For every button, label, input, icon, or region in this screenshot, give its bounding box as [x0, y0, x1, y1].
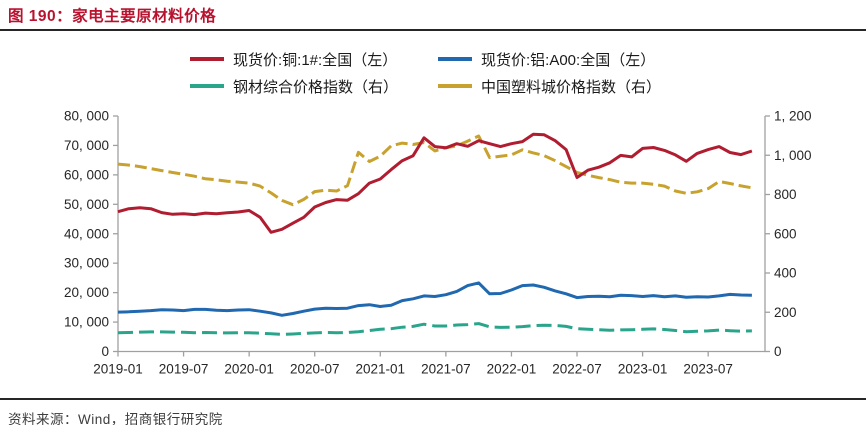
legend-label-copper: 现货价:铜:1#:全国（左）	[233, 51, 398, 69]
y-left-tick-label: 70, 000	[64, 138, 109, 153]
x-tick-label: 2020-07	[290, 362, 340, 377]
x-tick-label: 2019-07	[159, 362, 209, 377]
title-divider	[0, 29, 866, 31]
y-left-tick-label: 40, 000	[64, 226, 109, 241]
x-tick-label: 2022-07	[552, 362, 602, 377]
y-left-tick-label: 0	[101, 344, 109, 359]
copper-line-swatch	[190, 57, 224, 61]
chart-legend: 现货价:铜:1#:全国（左） 现货价:铝:A00:全国（左） 钢材综合价格指数（…	[0, 46, 866, 99]
y-left-tick-label: 20, 000	[64, 285, 109, 300]
x-tick-label: 2019-01	[93, 362, 143, 377]
plastic-index-line-swatch	[438, 84, 472, 88]
figure-title: 图 190：家电主要原材料价格	[8, 8, 217, 25]
plastic-index-line	[117, 134, 753, 207]
y-left-tick-label: 50, 000	[64, 197, 109, 212]
y-right-tick-label: 800	[774, 187, 797, 202]
x-tick-label: 2023-01	[618, 362, 668, 377]
y-right-tick-label: 1, 200	[774, 109, 812, 124]
y-right-tick-label: 1, 000	[774, 148, 812, 163]
legend-label-plastic-index: 中国塑料城价格指数（右）	[481, 78, 662, 96]
steel-index-line-swatch	[190, 84, 224, 88]
legend-item-steel-index: 钢材综合价格指数（右）	[190, 73, 428, 99]
legend-item-plastic-index: 中国塑料城价格指数（右）	[438, 73, 676, 99]
y-left-tick-label: 30, 000	[64, 256, 109, 271]
y-right-tick-label: 600	[774, 226, 797, 241]
aluminum-line-swatch	[438, 57, 472, 61]
x-tick-label: 2021-07	[421, 362, 471, 377]
y-left-tick-label: 60, 000	[64, 167, 109, 182]
y-right-tick-label: 200	[774, 305, 797, 320]
source-note: 资料来源：Wind，招商银行研究院	[8, 412, 223, 425]
steel-index-line	[117, 322, 752, 336]
copper-spot-line	[117, 132, 753, 234]
legend-item-copper: 现货价:铜:1#:全国（左）	[190, 46, 428, 72]
x-tick-label: 2020-01	[224, 362, 274, 377]
footer-divider	[0, 398, 866, 400]
x-tick-label: 2021-01	[356, 362, 406, 377]
x-tick-label: 2022-01	[487, 362, 537, 377]
x-tick-label: 2023-07	[683, 362, 733, 377]
y-left-tick-label: 80, 000	[64, 109, 109, 124]
y-right-tick-label: 400	[774, 266, 797, 281]
y-right-tick-label: 0	[774, 344, 782, 359]
aluminum-spot-line	[117, 281, 752, 317]
legend-label-steel-index: 钢材综合价格指数（右）	[233, 78, 399, 96]
y-left-tick-label: 10, 000	[64, 315, 109, 330]
legend-item-aluminum: 现货价:铝:A00:全国（左）	[438, 46, 676, 72]
legend-label-aluminum: 现货价:铝:A00:全国（左）	[481, 51, 656, 69]
